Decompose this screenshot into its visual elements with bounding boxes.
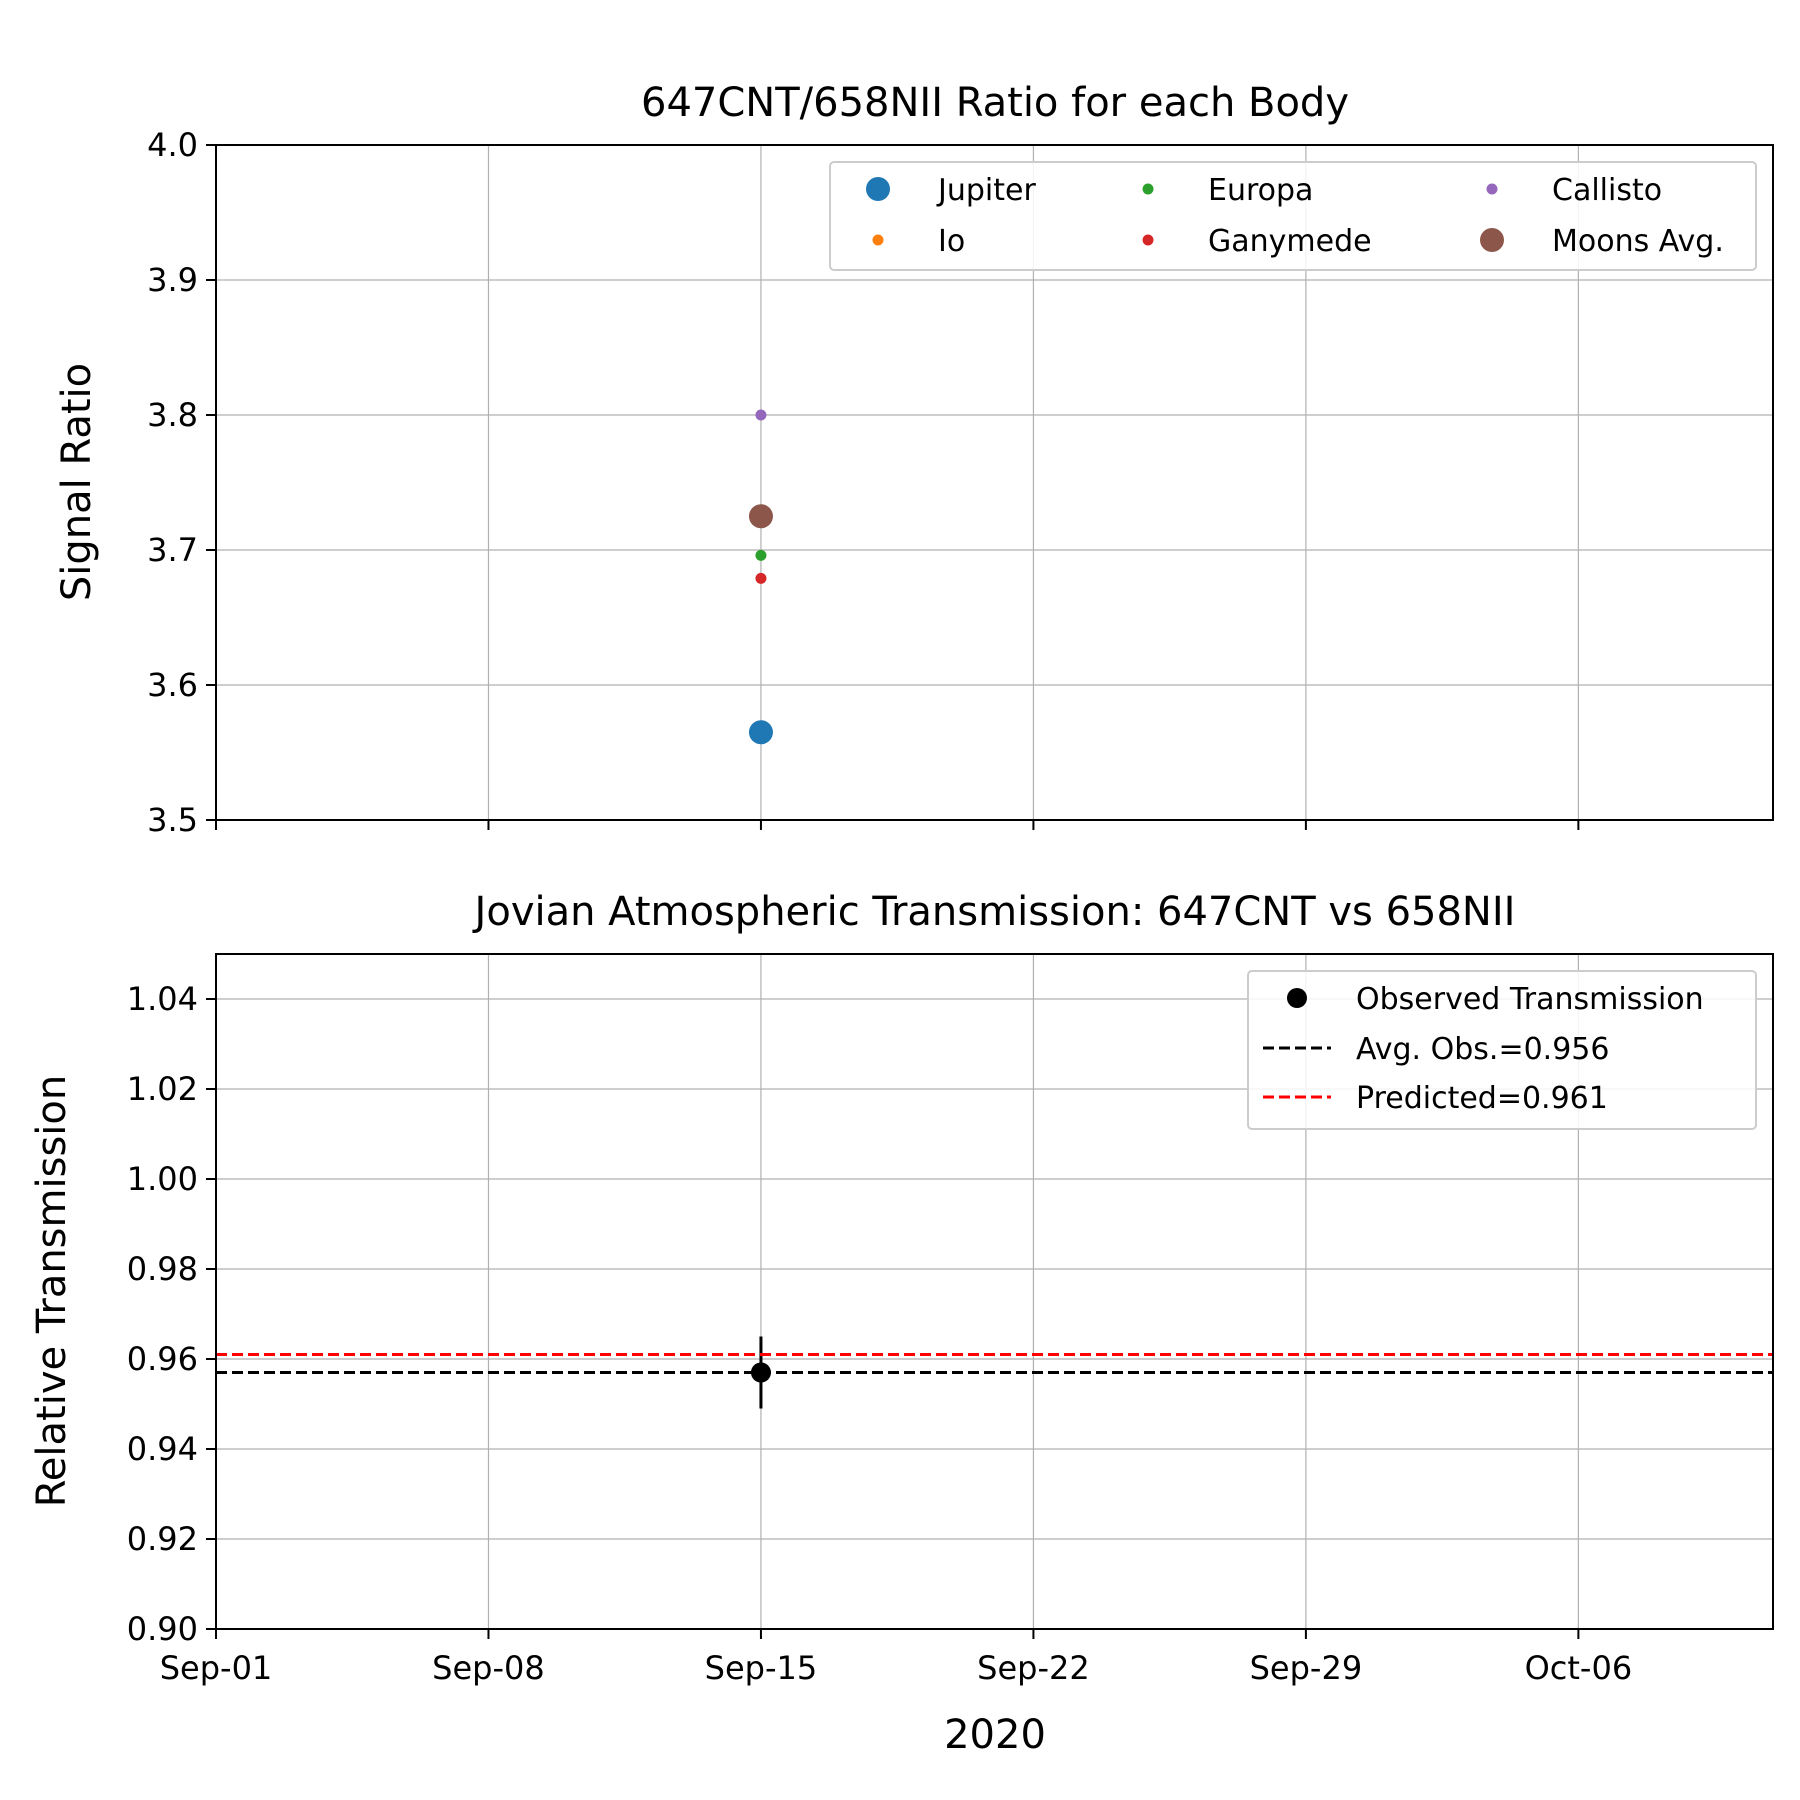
legend-avg-obs-0-956-label: Avg. Obs.=0.956 [1356, 1032, 1609, 1067]
ratio-panel-ticks: 3.5 3.6 3.7 3.8 3.9 4.0 [147, 126, 1580, 839]
ratio-panel-y-axis-label: Signal Ratio [54, 363, 100, 601]
y-tick-label: 3.5 [147, 801, 198, 839]
moons-avg-point [748, 504, 773, 529]
legend-ganymede-label: Ganymede [1208, 224, 1372, 259]
callisto-point [755, 409, 767, 421]
ratio-panel-axes-frame [215, 144, 1774, 821]
legend-ganymede-marker [1142, 234, 1154, 246]
y-tick-label: 3.9 [147, 261, 198, 299]
transmission-panel: Jovian Atmospheric Transmission: 647CNT … [29, 889, 1774, 1758]
legend-predicted-0-961-label: Predicted=0.961 [1356, 1081, 1608, 1116]
x-tick-label: Sep-01 [160, 1649, 273, 1687]
y-tick-label: 0.96 [127, 1340, 198, 1378]
ganymede-point [755, 572, 767, 584]
transmission-panel-marks [216, 1336, 1773, 1409]
legend-io-label: Io [938, 224, 965, 259]
legend-moons-avg-label: Moons Avg. [1552, 224, 1724, 259]
x-tick-label: Sep-29 [1250, 1649, 1363, 1687]
legend-europa-label: Europa [1208, 173, 1313, 208]
x-tick-label: Oct-06 [1525, 1649, 1633, 1687]
europa-point [755, 549, 767, 561]
legend-jupiter-marker [866, 177, 890, 201]
y-tick-label: 1.02 [127, 1070, 198, 1108]
y-tick-label: 0.94 [127, 1430, 198, 1468]
ratio-legend-frame [829, 161, 1757, 271]
transmission-panel-legend: Observed Transmission Avg. Obs.=0.956 Pred… [1247, 970, 1757, 1130]
transmission-panel-y-axis-label: Relative Transmission [29, 1075, 75, 1507]
y-tick-label: 0.98 [127, 1250, 198, 1288]
ratio-panel-legend: Jupiter Io Europa Ganymede Callisto Moons Avg… [829, 161, 1757, 271]
transmission-legend-frame [1247, 970, 1757, 1130]
y-tick-label: 4.0 [147, 126, 198, 164]
jupiter-point [748, 720, 773, 745]
y-tick-label: 0.92 [127, 1520, 198, 1558]
legend-europa-marker [1142, 183, 1154, 195]
ratio-panel-marks [748, 409, 773, 745]
y-tick-label: 1.04 [127, 980, 198, 1018]
legend-observed-transmission-marker [1287, 988, 1307, 1008]
x-tick-label: Sep-08 [432, 1649, 545, 1687]
ratio-panel-title: 647CNT/658NII Ratio for each Body [641, 80, 1349, 126]
x-tick-label: Sep-15 [705, 1649, 818, 1687]
y-tick-label: 3.8 [147, 396, 198, 434]
legend-jupiter-label: Jupiter [936, 173, 1036, 208]
y-tick-label: 1.00 [127, 1160, 198, 1198]
legend-moons-avg-marker [1480, 228, 1504, 252]
transmission-panel-axes-frame [215, 953, 1774, 1630]
transmission-panel-x-axis-label: 2020 [944, 1712, 1046, 1758]
x-tick-label: Sep-22 [977, 1649, 1090, 1687]
y-tick-label: 3.6 [147, 666, 198, 704]
y-tick-label: 0.90 [127, 1610, 198, 1648]
y-tick-label: 3.7 [147, 531, 198, 569]
transmission-panel-ticks: Sep-01 Sep-08 Sep-15 Sep-22 Sep-29 Oct-06 0.90… [127, 980, 1632, 1687]
legend-callisto-marker [1486, 183, 1498, 195]
transmission-panel-title: Jovian Atmospheric Transmission: 647CNT … [472, 889, 1516, 935]
ratio-panel: 647CNT/658NII Ratio for each Body 3.5 3.6… [54, 80, 1774, 839]
legend-callisto-label: Callisto [1552, 173, 1662, 208]
legend-io-marker [872, 234, 884, 246]
legend-observed-transmission-label: Observed Transmission [1356, 982, 1704, 1017]
